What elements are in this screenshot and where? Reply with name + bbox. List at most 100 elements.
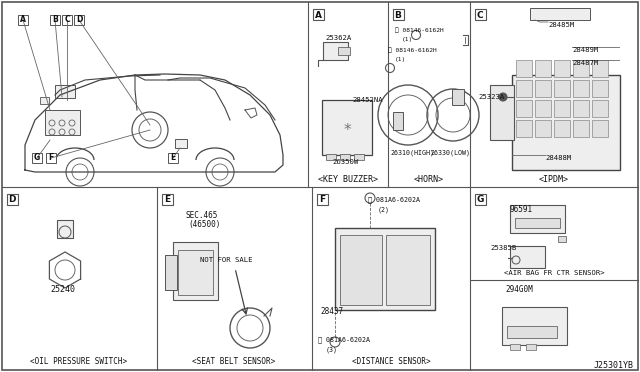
Text: Ⓑ 081A6-6202A: Ⓑ 081A6-6202A (368, 197, 420, 203)
Bar (313, 9, 324, 20)
Bar (393, 9, 404, 20)
Bar (573, 60, 589, 77)
Bar (510, 344, 520, 350)
Text: 28487M: 28487M (572, 60, 598, 66)
Text: C: C (477, 10, 483, 19)
Text: 28485M: 28485M (548, 22, 574, 28)
Bar (507, 326, 557, 338)
Text: G: G (34, 154, 40, 163)
Bar (168, 153, 178, 163)
Circle shape (499, 93, 507, 101)
Text: Ⓑ 081A6-6202A: Ⓑ 081A6-6202A (318, 337, 370, 343)
Bar (7, 194, 18, 205)
Bar (573, 100, 589, 117)
Text: C: C (64, 16, 70, 25)
Bar (340, 154, 350, 160)
Bar (452, 89, 464, 105)
Bar (554, 100, 570, 117)
Bar (592, 100, 608, 117)
Bar (535, 120, 551, 137)
Bar (554, 80, 570, 97)
Text: 28488M: 28488M (545, 155, 572, 161)
Bar (516, 100, 532, 117)
Bar (535, 80, 551, 97)
Text: 26310(HIGH): 26310(HIGH) (390, 150, 434, 156)
Text: F: F (319, 196, 325, 205)
Bar (535, 60, 551, 77)
Text: 28489M: 28489M (572, 47, 598, 53)
Bar (323, 42, 348, 60)
Text: 28437: 28437 (320, 308, 343, 317)
Bar (516, 80, 532, 97)
Bar (326, 154, 336, 160)
Bar (50, 15, 60, 25)
Bar (393, 112, 403, 130)
Bar (535, 100, 551, 117)
Bar (516, 120, 532, 137)
Bar (592, 80, 608, 97)
Text: <AIR BAG FR CTR SENSOR>: <AIR BAG FR CTR SENSOR> (504, 270, 604, 276)
Bar (57, 220, 73, 238)
Bar (62, 15, 72, 25)
Bar (490, 85, 514, 140)
Text: 28452NA: 28452NA (352, 97, 383, 103)
Text: 25240: 25240 (50, 285, 75, 295)
Text: NOT FOR SALE: NOT FOR SALE (200, 257, 253, 263)
Text: 96591: 96591 (510, 205, 533, 215)
Text: D: D (8, 196, 16, 205)
Bar (573, 120, 589, 137)
Bar (516, 60, 532, 77)
Text: (1): (1) (395, 58, 406, 62)
Bar (510, 246, 545, 268)
Text: 25362A: 25362A (325, 35, 351, 41)
Text: 26350W: 26350W (332, 159, 358, 165)
Text: G: G (476, 196, 484, 205)
Bar (173, 242, 218, 300)
Bar (338, 47, 350, 55)
Text: <OIL PRESSURE SWITCH>: <OIL PRESSURE SWITCH> (31, 357, 127, 366)
Bar (40, 97, 49, 104)
Bar (475, 194, 486, 205)
Text: (3): (3) (326, 347, 338, 353)
Bar (162, 194, 173, 205)
Bar (512, 75, 620, 170)
Bar (515, 218, 560, 228)
Text: *: * (343, 122, 351, 138)
Text: F: F (49, 154, 54, 163)
Bar (175, 139, 187, 148)
Bar (386, 235, 430, 305)
Text: D: D (76, 16, 82, 25)
Text: Ⓑ 08146-6162H: Ⓑ 08146-6162H (395, 27, 444, 33)
Text: SEC.465: SEC.465 (185, 211, 218, 219)
Bar (317, 194, 328, 205)
Bar (74, 15, 84, 25)
Bar (530, 8, 590, 20)
Text: <DISTANCE SENSOR>: <DISTANCE SENSOR> (352, 357, 430, 366)
Text: 294G0M: 294G0M (505, 285, 532, 295)
Bar (558, 236, 566, 242)
Text: A: A (20, 16, 26, 25)
Bar (554, 60, 570, 77)
Bar (475, 9, 486, 20)
Text: (46500): (46500) (188, 221, 220, 230)
Bar (554, 120, 570, 137)
Bar (592, 60, 608, 77)
Bar (502, 307, 567, 345)
Bar (322, 100, 372, 155)
Bar (32, 153, 42, 163)
Bar (165, 255, 177, 290)
Text: (2): (2) (378, 207, 390, 213)
Text: 25385B: 25385B (490, 245, 516, 251)
Bar (335, 228, 435, 310)
Bar (573, 80, 589, 97)
Text: J25301YB: J25301YB (594, 362, 634, 371)
Bar (18, 15, 28, 25)
Text: (1): (1) (402, 38, 413, 42)
Text: Ⓑ 08146-6162H: Ⓑ 08146-6162H (388, 47, 436, 53)
Bar (526, 344, 536, 350)
Text: E: E (164, 196, 170, 205)
Text: E: E (170, 154, 175, 163)
Bar (178, 250, 213, 295)
Bar (45, 110, 80, 135)
Bar (340, 235, 382, 305)
